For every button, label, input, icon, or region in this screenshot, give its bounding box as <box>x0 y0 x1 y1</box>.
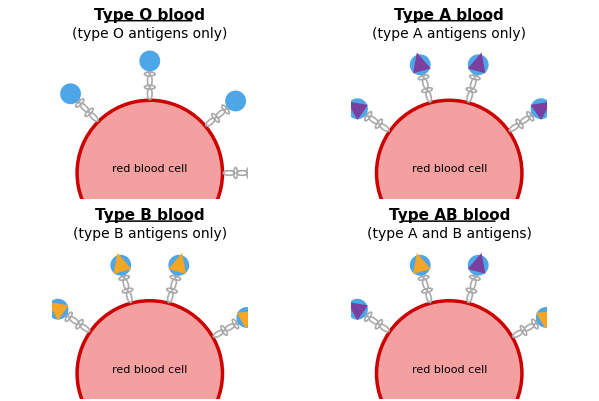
Circle shape <box>77 301 222 401</box>
Polygon shape <box>347 302 368 320</box>
Circle shape <box>410 55 431 75</box>
Text: (type O antigens only): (type O antigens only) <box>72 26 228 41</box>
Circle shape <box>168 255 189 275</box>
Circle shape <box>410 255 431 275</box>
Text: (type B antigens only): (type B antigens only) <box>72 227 227 241</box>
Text: red blood cell: red blood cell <box>412 164 487 174</box>
Circle shape <box>60 83 81 104</box>
Text: (type A and B antigens): (type A and B antigens) <box>367 227 532 241</box>
Text: (type A antigens only): (type A antigens only) <box>372 26 526 41</box>
Circle shape <box>347 299 368 320</box>
Polygon shape <box>237 311 258 328</box>
Polygon shape <box>413 253 431 274</box>
Polygon shape <box>168 253 186 274</box>
Text: red blood cell: red blood cell <box>412 365 487 375</box>
Circle shape <box>237 307 257 328</box>
Circle shape <box>531 98 552 119</box>
Polygon shape <box>413 53 431 73</box>
Text: Type A blood: Type A blood <box>394 8 504 23</box>
Circle shape <box>468 55 489 75</box>
Circle shape <box>225 91 246 111</box>
Polygon shape <box>531 101 552 120</box>
Circle shape <box>377 100 522 246</box>
Circle shape <box>77 100 222 246</box>
Text: red blood cell: red blood cell <box>112 164 187 174</box>
Text: Type B blood: Type B blood <box>95 209 205 223</box>
Polygon shape <box>468 53 485 73</box>
Circle shape <box>347 98 368 119</box>
Polygon shape <box>114 253 131 274</box>
Circle shape <box>377 301 522 401</box>
Text: red blood cell: red blood cell <box>112 365 187 375</box>
Polygon shape <box>47 302 68 320</box>
Text: Type O blood: Type O blood <box>94 8 205 23</box>
Polygon shape <box>468 253 485 274</box>
Circle shape <box>140 51 160 71</box>
Circle shape <box>252 162 272 183</box>
Circle shape <box>468 255 489 275</box>
Polygon shape <box>347 101 368 120</box>
Circle shape <box>110 255 131 275</box>
Text: Type AB blood: Type AB blood <box>389 209 510 223</box>
Circle shape <box>536 307 556 328</box>
Circle shape <box>47 299 68 320</box>
Polygon shape <box>536 311 557 328</box>
